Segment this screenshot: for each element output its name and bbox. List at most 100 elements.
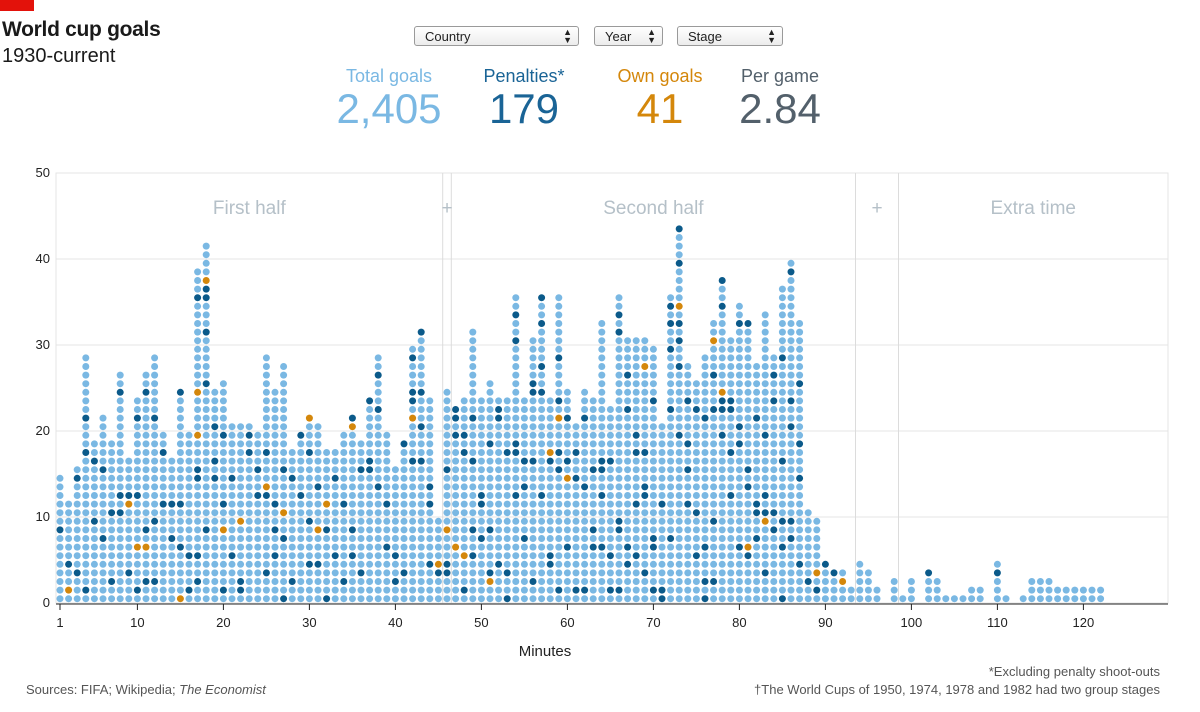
goal-dot xyxy=(426,569,434,577)
goal-dot xyxy=(770,483,778,491)
goal-dot xyxy=(667,517,675,525)
goal-dot xyxy=(314,431,322,439)
goal-dot xyxy=(391,492,399,499)
goal-dot xyxy=(374,560,382,568)
goal-dot xyxy=(254,552,262,560)
penalty-dot xyxy=(761,569,769,577)
goal-dot xyxy=(262,526,270,534)
goal-dot xyxy=(649,354,657,362)
goal-dot xyxy=(116,526,124,534)
goal-dot xyxy=(563,552,571,560)
goal-dot xyxy=(641,578,649,585)
goal-dot xyxy=(684,388,692,396)
goal-dot xyxy=(469,586,477,594)
goal-dot xyxy=(357,500,365,508)
penalty-dot xyxy=(778,595,786,603)
goal-dot xyxy=(194,320,202,327)
goal-dot xyxy=(434,578,442,585)
period-label: Extra time xyxy=(990,198,1076,219)
goal-dot xyxy=(632,509,640,517)
goal-dot xyxy=(563,466,571,474)
goal-dot xyxy=(460,526,468,534)
goal-dot xyxy=(151,380,159,388)
stage-dropdown[interactable]: Stage ▲ ▼ xyxy=(677,26,783,46)
goal-dot xyxy=(589,560,597,568)
goal-dot xyxy=(667,466,675,474)
goal-dot xyxy=(796,423,804,431)
goal-dot xyxy=(305,466,313,474)
goal-dot xyxy=(873,586,881,594)
goal-dot xyxy=(254,578,262,585)
goal-dot xyxy=(753,569,761,577)
goal-dot xyxy=(718,500,726,508)
penalty-dot xyxy=(176,543,184,551)
goal-dot xyxy=(581,406,589,413)
goal-dot xyxy=(194,311,202,319)
penalty-dot xyxy=(770,371,778,379)
goal-dot xyxy=(254,500,262,508)
goal-dot xyxy=(813,595,821,603)
goal-dot xyxy=(262,517,270,525)
goal-dot xyxy=(348,500,356,508)
country-dropdown[interactable]: Country ▲ ▼ xyxy=(414,26,579,46)
goal-dot xyxy=(99,414,107,422)
goal-dot xyxy=(796,526,804,534)
goal-dot xyxy=(761,397,769,405)
goal-dot xyxy=(718,423,726,431)
goal-dot xyxy=(520,414,528,422)
goal-dot xyxy=(254,474,262,482)
goal-dot xyxy=(615,509,623,517)
goal-dot xyxy=(460,406,468,413)
goal-dot xyxy=(675,449,683,456)
year-dropdown[interactable]: Year ▲ ▼ xyxy=(594,26,663,46)
goal-dot xyxy=(581,560,589,568)
goal-dot xyxy=(581,492,589,499)
goal-dot xyxy=(469,337,477,345)
goal-dot xyxy=(185,492,193,499)
goal-dot xyxy=(615,474,623,482)
goal-dot xyxy=(787,449,795,456)
goal-dot xyxy=(529,406,537,413)
goal-dot xyxy=(735,560,743,568)
goal-dot xyxy=(486,406,494,413)
goal-dot xyxy=(675,543,683,551)
goal-dot xyxy=(692,423,700,431)
penalty-dot xyxy=(245,431,253,439)
goal-dot xyxy=(443,397,451,405)
goal-dot xyxy=(753,449,761,456)
goal-dot xyxy=(684,517,692,525)
goal-dot xyxy=(761,500,769,508)
goal-dot xyxy=(443,543,451,551)
goal-dot xyxy=(718,345,726,353)
goal-dot xyxy=(133,474,141,482)
goal-dot xyxy=(176,423,184,431)
own-goal-dot xyxy=(555,414,563,422)
goal-dot xyxy=(271,560,279,568)
goal-dot xyxy=(538,543,546,551)
goal-dot xyxy=(469,492,477,499)
goal-dot xyxy=(555,406,563,413)
goal-dot xyxy=(151,586,159,594)
goal-dot xyxy=(151,363,159,370)
goal-dot xyxy=(56,569,64,577)
goal-dot xyxy=(176,509,184,517)
goal-dot xyxy=(624,431,632,439)
penalty-dot xyxy=(735,423,743,431)
goal-dot xyxy=(572,535,580,542)
goal-dot xyxy=(159,457,167,465)
penalty-dot xyxy=(90,457,98,465)
goal-dot xyxy=(383,586,391,594)
penalty-dot xyxy=(409,388,417,396)
goal-dot xyxy=(297,483,305,491)
goal-dot xyxy=(409,423,417,431)
goal-dot xyxy=(778,431,786,439)
goal-dot xyxy=(391,569,399,577)
x-tick-label: 60 xyxy=(560,615,574,630)
goal-dot xyxy=(228,586,236,594)
goal-dot xyxy=(641,414,649,422)
goal-dot xyxy=(133,423,141,431)
goal-dot xyxy=(340,543,348,551)
goal-dot xyxy=(452,552,460,560)
goal-dot xyxy=(744,371,752,379)
penalty-dot xyxy=(133,586,141,594)
